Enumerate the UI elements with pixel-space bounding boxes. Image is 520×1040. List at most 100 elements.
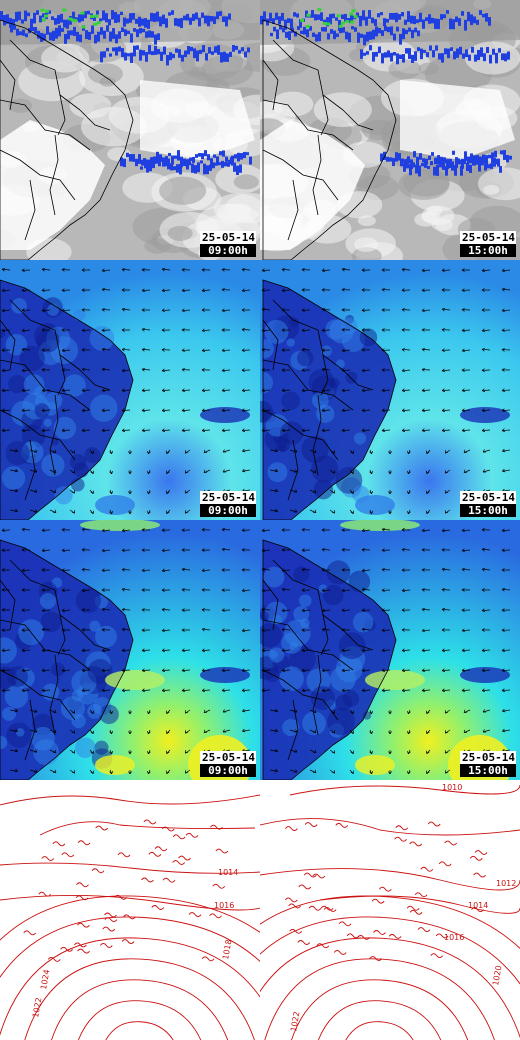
precip-cell xyxy=(127,53,130,57)
wind-arrow-head xyxy=(461,410,466,413)
wind-arrow xyxy=(182,429,191,431)
wind-arrow-head xyxy=(331,471,335,474)
precip-cell xyxy=(145,52,148,62)
wind-arrow-head xyxy=(241,628,245,632)
precip-cell xyxy=(414,27,417,33)
wind-arrow-head xyxy=(421,268,425,271)
wind-arrow xyxy=(422,649,431,651)
precip-cell xyxy=(273,26,276,32)
wind-arrow-head xyxy=(331,491,335,494)
wind-speed-patch xyxy=(365,670,425,690)
wind-arrow-head xyxy=(181,390,186,393)
wind-arrow xyxy=(362,628,371,631)
wind-arrow-head xyxy=(281,390,286,393)
wind-arrow-head xyxy=(121,588,125,592)
wind-arrow xyxy=(422,409,431,411)
precip-cell xyxy=(375,51,378,57)
wind-arrow xyxy=(289,769,298,773)
wind-arrow-head xyxy=(461,269,465,272)
precip-cell xyxy=(392,12,395,20)
isobar-line xyxy=(260,937,520,1039)
precip-cell xyxy=(160,51,163,61)
precip-cell xyxy=(419,12,422,22)
precip-cell xyxy=(168,152,171,157)
precip-cell xyxy=(408,48,411,59)
heavy-precip-cell xyxy=(345,20,350,24)
wind-arrow-head xyxy=(52,491,57,494)
precip-cell xyxy=(216,156,219,164)
isobar-fragment xyxy=(73,942,87,948)
wind-arrow-head xyxy=(128,471,131,475)
wind-arrow xyxy=(29,509,38,513)
wind-arrow xyxy=(402,349,411,351)
wind-arrow-head xyxy=(35,489,38,493)
precip-cell xyxy=(339,27,342,34)
wind-arrow-head xyxy=(321,547,325,550)
wind-arrow xyxy=(282,689,291,691)
wind-arrow-head xyxy=(401,628,405,631)
wind-arrow-head xyxy=(161,390,166,393)
wind-arrow-head xyxy=(461,309,465,312)
precip-cell xyxy=(390,52,393,62)
wind-arrow-head xyxy=(61,428,65,431)
wind-arrow-head xyxy=(71,731,75,734)
wind-arrow-head xyxy=(71,751,75,754)
wind-arrow xyxy=(122,308,131,311)
wind-arrow-head xyxy=(21,549,25,552)
isobar-fragment xyxy=(474,850,488,855)
wind-arrow-head xyxy=(161,290,166,293)
precip-cell xyxy=(81,13,84,22)
precip-cell xyxy=(483,53,486,62)
cloud-patch xyxy=(159,176,207,205)
wind-arrow xyxy=(442,529,451,532)
precip-cell xyxy=(103,51,106,58)
cloud-patch xyxy=(388,59,422,80)
wind-arrow-head xyxy=(282,570,286,573)
wind-arrow-head xyxy=(463,729,466,733)
wind-arrow xyxy=(162,289,171,291)
wind-arrow-head xyxy=(382,527,386,530)
wind-arrow xyxy=(362,369,371,372)
wind-arrow xyxy=(2,429,11,431)
wind-speed-patch xyxy=(95,495,135,515)
wind-arrow xyxy=(322,269,331,271)
wind-arrow-head xyxy=(281,608,285,612)
wind-arrow-head xyxy=(261,289,265,292)
wind-arrow-head xyxy=(381,410,386,413)
coastline xyxy=(262,279,397,520)
heavy-precip-cell xyxy=(44,14,49,18)
wind-arrow xyxy=(282,269,291,271)
wind-arrow-head xyxy=(121,670,126,673)
wind-speed-patch xyxy=(313,479,334,500)
wind-speed-patch xyxy=(323,584,344,606)
precip-cell xyxy=(9,17,12,28)
wind-arrow-head xyxy=(361,608,365,611)
wind-arrow-head xyxy=(422,310,426,313)
wind-arrow-head xyxy=(341,289,345,292)
wind-speed-patch xyxy=(320,345,332,357)
wind-arrow-head xyxy=(369,451,372,455)
wind-panel-high-0900: 25-05-14 09:00h xyxy=(0,520,260,780)
wind-arrow xyxy=(222,309,231,312)
wind-arrow-head xyxy=(161,308,165,311)
wind-arrow xyxy=(442,369,451,372)
precip-cell xyxy=(205,53,208,61)
wind-arrow-head xyxy=(501,589,505,592)
wind-arrow-head xyxy=(101,408,105,411)
wind-arrow-head xyxy=(201,410,206,413)
wind-arrow-head xyxy=(221,287,225,290)
wind-arrow xyxy=(289,709,298,713)
precip-cell xyxy=(471,46,474,53)
precip-cell xyxy=(365,16,368,26)
precip-cell xyxy=(435,45,438,51)
wind-arrow-head xyxy=(109,491,112,495)
wind-arrow xyxy=(2,369,11,372)
wind-arrow xyxy=(122,529,131,532)
precip-cell xyxy=(390,26,393,36)
wind-arrow-head xyxy=(2,267,6,270)
precip-cell xyxy=(415,164,418,174)
wind-arrow-head xyxy=(421,648,425,651)
wind-arrow-head xyxy=(441,390,446,393)
wind-arrow-head xyxy=(241,528,245,531)
precip-cell xyxy=(311,10,314,18)
